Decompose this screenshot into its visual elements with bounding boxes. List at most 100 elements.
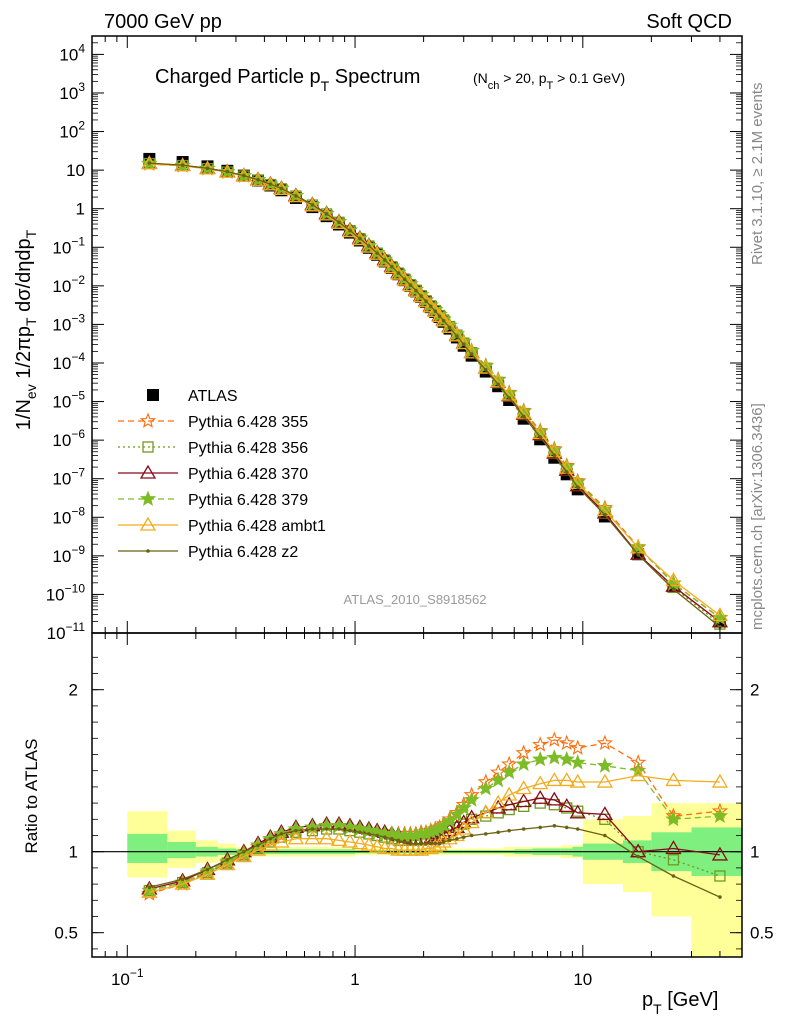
ratio-line-6 (149, 825, 721, 898)
data-point (496, 382, 500, 387)
data-point (718, 625, 722, 629)
ratio-plot (141, 731, 729, 901)
ratio-point (337, 827, 341, 831)
y-tick-exp: −10 (65, 581, 86, 595)
data-point (279, 186, 284, 191)
data-point (407, 282, 425, 297)
y-tick-label: 10−7 (52, 466, 85, 489)
ratio-y-label-right: 2 (750, 681, 759, 700)
data-point (310, 203, 315, 207)
header-right: Soft QCD (646, 11, 732, 33)
ratio-point (501, 786, 518, 801)
ratio-point (368, 838, 386, 853)
data-point (180, 163, 185, 167)
ratio-point (596, 806, 614, 821)
y-tick-label: 1 (76, 200, 85, 219)
y-tick-label: 10 (66, 161, 85, 180)
ratio-point (437, 841, 442, 846)
x-tick-label: 10 (573, 970, 592, 989)
data-point (463, 344, 480, 359)
svg-text:pT [GeV]: pT [GeV] (642, 989, 718, 1017)
data-point (351, 231, 368, 246)
mcplots-label: mcplots.cern.ch [arXiv:1306.3436] (749, 403, 766, 630)
ratio-point (419, 841, 423, 846)
svg-text:1/Nev 1/2πpT dσ/dηdpT: 1/Nev 1/2πpT dσ/dηdpT (13, 229, 39, 430)
ratio-point (546, 749, 563, 765)
syst-band-21 (691, 803, 742, 957)
ratio-point (455, 836, 459, 841)
y-tick-exp: 2 (78, 119, 85, 133)
data-point (483, 367, 488, 372)
data-point (360, 238, 377, 253)
ratio-point (636, 854, 640, 859)
ratio-point (483, 832, 488, 836)
ratio-y-label: 0.5 (54, 924, 78, 943)
data-point (412, 288, 430, 303)
data-point (304, 197, 321, 212)
y-tick-label: 104 (59, 41, 85, 64)
ratio-point (575, 827, 580, 831)
ratio-y-title: Ratio to ATLAS (22, 739, 41, 854)
y-tick-label: 10−5 (52, 389, 85, 412)
ratio-point (596, 734, 613, 751)
ratio-point (455, 814, 472, 829)
ratio-point (507, 828, 511, 833)
y-tick-exp: −2 (71, 273, 85, 287)
ratio-y-label: 1 (69, 843, 78, 862)
rivet-label: Rivet 3.1.10, ≥ 2.1M events (749, 83, 766, 266)
data-point (477, 359, 494, 374)
ratio-point (402, 840, 407, 844)
legend-marker (139, 490, 157, 506)
ratio-point (463, 791, 480, 807)
data-point (447, 325, 452, 330)
data-point (437, 314, 442, 319)
data-point (396, 271, 413, 286)
data-point (521, 414, 526, 419)
ratio-point (242, 849, 246, 854)
data-point (294, 194, 298, 198)
analysis-id: ATLAS_2010_S8918562 (344, 592, 487, 607)
ratio-point (225, 858, 230, 862)
ratio-point (665, 772, 682, 787)
ratio-point (569, 739, 586, 755)
data-point (538, 435, 542, 439)
data-point (330, 215, 348, 229)
ratio-point (219, 856, 236, 871)
ratio-point (463, 814, 480, 829)
ratio-point (718, 895, 722, 899)
y-tick-exp: 3 (78, 80, 85, 94)
ratio-y-label-right: 1 (750, 843, 759, 862)
ratio-point (408, 841, 413, 846)
ratio-point (147, 885, 152, 890)
legend-marker (139, 412, 157, 428)
ratio-point (496, 830, 500, 835)
ratio-point (428, 841, 433, 846)
data-point (564, 470, 569, 474)
ratio-point (268, 836, 273, 841)
ratio-point (433, 841, 438, 846)
ratio-point (532, 775, 549, 790)
legend-item-3: Pythia 6.428 370 (118, 464, 308, 483)
ratio-frame (91, 632, 743, 958)
y-tick-exp: −4 (71, 350, 85, 364)
ratio-point (348, 828, 352, 833)
ratio-point (569, 804, 586, 819)
data-point (389, 264, 394, 269)
ratio-point (667, 854, 680, 866)
legend-marker (139, 464, 157, 479)
legend-label: Pythia 6.428 356 (188, 440, 308, 457)
ratio-point (532, 750, 549, 767)
legend-item-2: Pythia 6.428 356 (118, 440, 308, 457)
ratio-point (558, 772, 575, 787)
ratio-point (569, 754, 586, 770)
x-tick-label: 10−1 (111, 966, 144, 989)
data-point (318, 206, 335, 221)
data-point (461, 342, 466, 347)
legend-marker (139, 516, 157, 531)
ratio-point (341, 833, 359, 848)
ratio-point (515, 755, 532, 772)
data-point (419, 294, 423, 298)
x-tick-label: 1 (350, 970, 359, 989)
legend-item-6: Pythia 6.428 z2 (118, 544, 298, 561)
